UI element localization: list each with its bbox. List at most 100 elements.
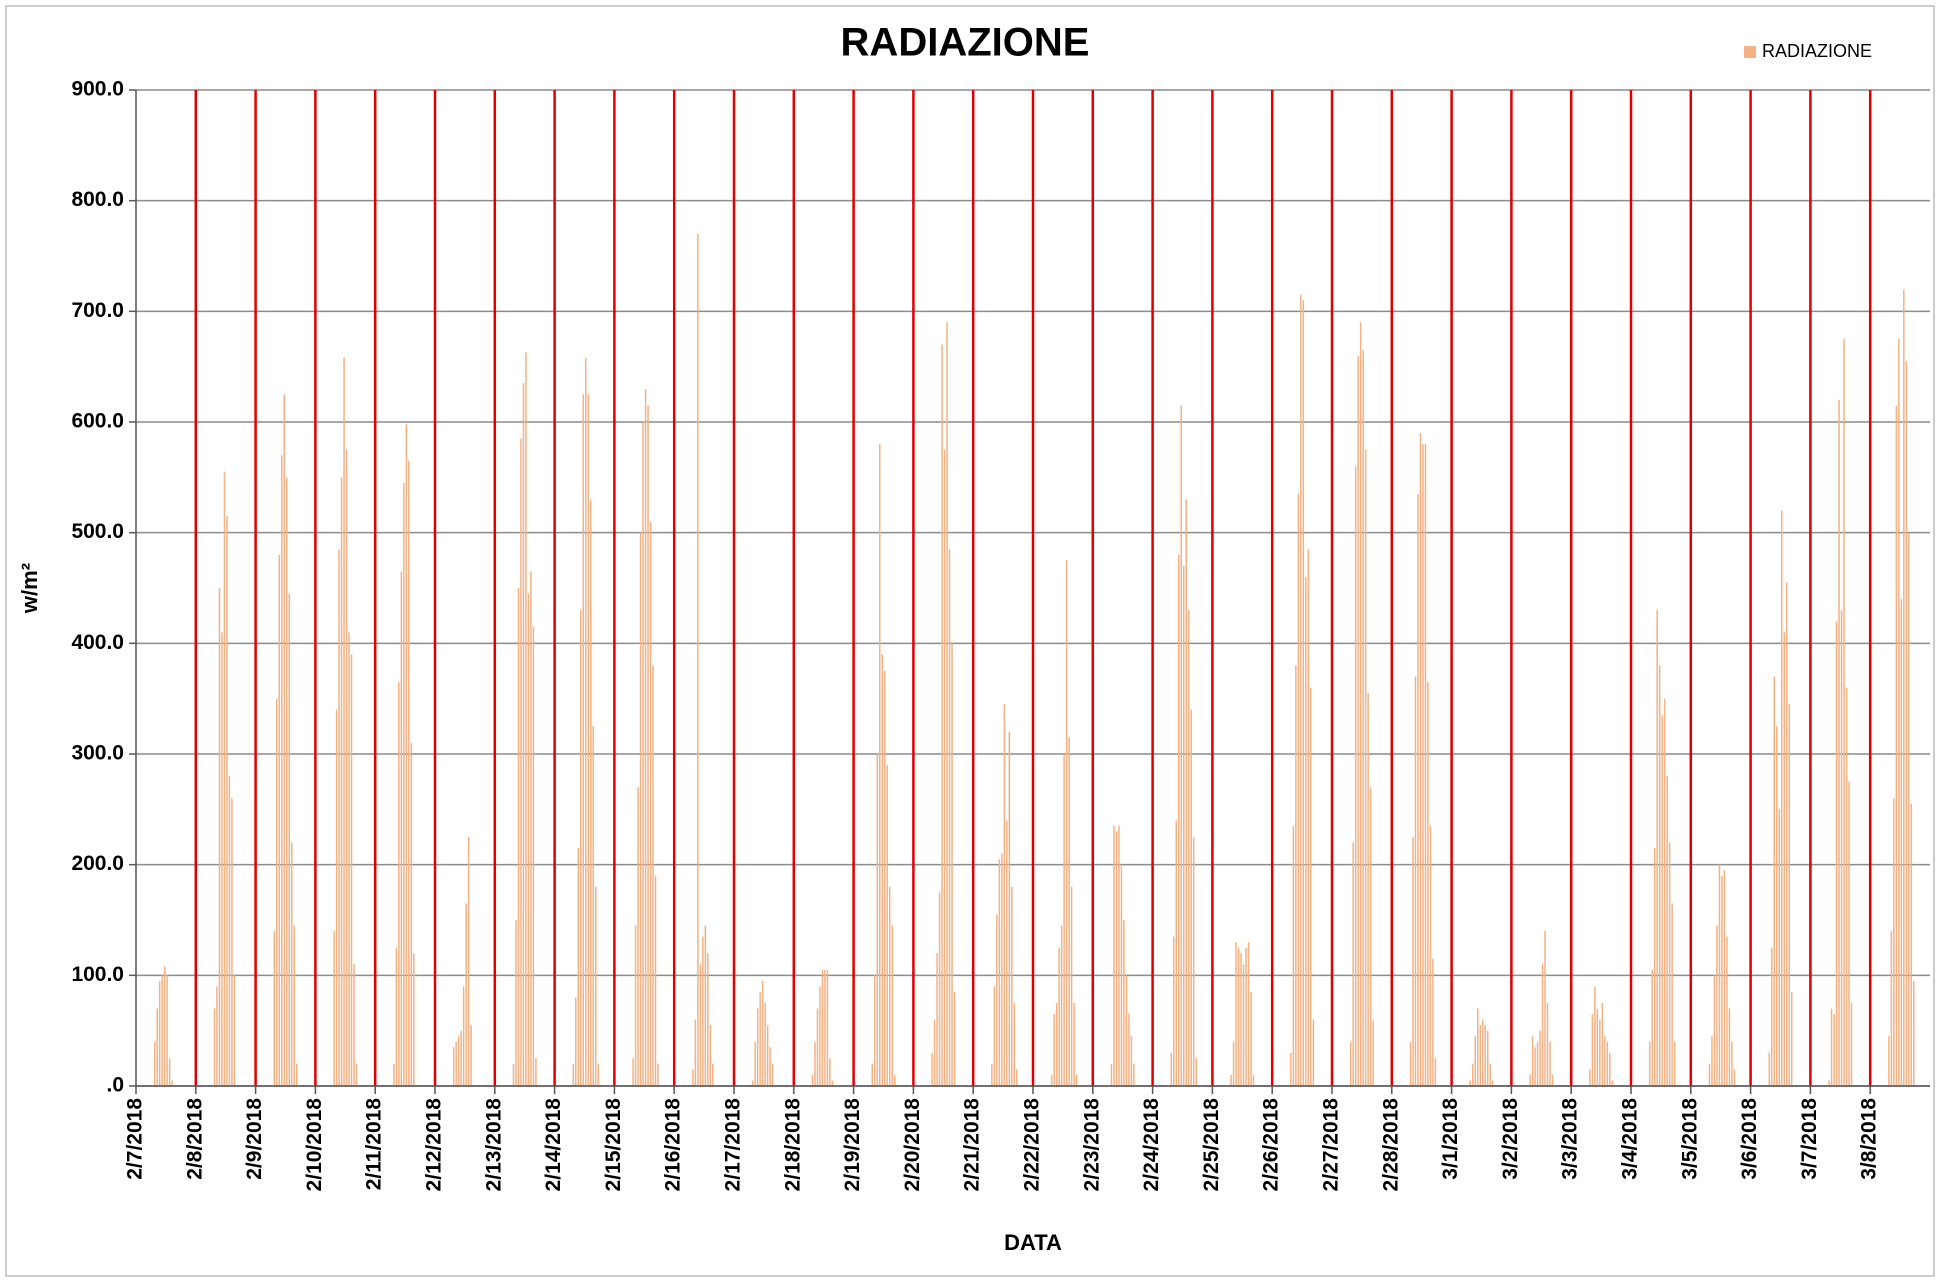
bar xyxy=(580,610,582,1086)
bar xyxy=(1848,781,1850,1086)
bar xyxy=(933,1019,936,1086)
bar xyxy=(345,449,348,1087)
y-tick-label: 400.0 xyxy=(71,631,124,654)
bar xyxy=(1658,665,1661,1086)
x-tick-label: 3/2/2018 xyxy=(1499,1098,1522,1180)
bar xyxy=(1432,958,1434,1086)
bar xyxy=(1050,1074,1053,1086)
bar xyxy=(1778,809,1781,1086)
bar xyxy=(1908,532,1910,1086)
bar xyxy=(1773,676,1776,1086)
bar xyxy=(1290,1052,1292,1086)
bar xyxy=(1178,554,1180,1086)
bar xyxy=(213,1008,216,1086)
y-axis-label: w/m² xyxy=(17,563,42,614)
chart-frame xyxy=(5,5,1935,1277)
bar xyxy=(1840,610,1843,1086)
bar xyxy=(522,383,525,1086)
bar xyxy=(1472,1063,1474,1086)
bar xyxy=(816,1008,819,1086)
bar xyxy=(1609,1052,1611,1086)
bar xyxy=(1175,820,1178,1086)
x-tick-label: 3/1/2018 xyxy=(1439,1098,1462,1180)
bar xyxy=(1242,964,1245,1086)
bar xyxy=(694,1019,697,1086)
x-tick-label: 3/7/2018 xyxy=(1798,1098,1821,1180)
bar xyxy=(697,233,699,1086)
bar xyxy=(233,975,236,1086)
bar xyxy=(652,665,654,1086)
bar xyxy=(712,1063,714,1086)
bar xyxy=(632,1058,634,1086)
bar xyxy=(1006,820,1008,1086)
bar xyxy=(946,322,948,1086)
bar xyxy=(273,931,276,1086)
bar xyxy=(634,925,637,1086)
bar xyxy=(1529,1074,1531,1086)
bar xyxy=(649,521,652,1086)
bar xyxy=(1237,947,1240,1086)
bar xyxy=(766,1025,769,1086)
y-tick-label: 600.0 xyxy=(71,410,124,433)
bar xyxy=(226,516,228,1086)
bar xyxy=(403,482,405,1086)
y-tick-label: .0 xyxy=(106,1074,124,1097)
bar xyxy=(338,549,340,1086)
bar xyxy=(1713,975,1716,1086)
x-tick-label: 2/8/2018 xyxy=(183,1098,206,1180)
bar xyxy=(1182,565,1185,1086)
bar xyxy=(1900,599,1903,1086)
bar xyxy=(1362,350,1364,1087)
x-tick-label: 2/27/2018 xyxy=(1320,1098,1343,1192)
bar xyxy=(951,643,953,1086)
bar xyxy=(819,986,821,1086)
bar xyxy=(871,1063,874,1086)
x-tick-label: 2/24/2018 xyxy=(1140,1098,1163,1192)
bar xyxy=(1491,1080,1494,1086)
bar xyxy=(644,388,647,1086)
bar xyxy=(821,969,824,1086)
bar xyxy=(1910,803,1913,1086)
bar xyxy=(1409,1041,1412,1086)
x-tick-label: 3/8/2018 xyxy=(1858,1098,1881,1180)
bar xyxy=(530,571,532,1086)
bar xyxy=(1110,1063,1113,1086)
bar xyxy=(1731,1041,1733,1086)
y-tick-label: 700.0 xyxy=(71,299,124,322)
bar xyxy=(1601,1003,1604,1086)
bar xyxy=(1780,510,1783,1086)
bar xyxy=(769,1047,771,1086)
bar xyxy=(1170,1052,1173,1086)
bar xyxy=(1668,842,1671,1086)
bar xyxy=(223,471,226,1086)
bar xyxy=(597,1063,599,1086)
bar xyxy=(1673,1041,1676,1086)
bar xyxy=(221,632,223,1086)
y-tick-label: 800.0 xyxy=(71,188,124,211)
bar xyxy=(1718,864,1721,1086)
bar xyxy=(824,969,826,1086)
bar xyxy=(340,477,343,1086)
bar xyxy=(1250,991,1252,1086)
bar xyxy=(1230,1074,1232,1086)
bar xyxy=(1295,665,1297,1086)
bar xyxy=(657,1063,659,1086)
x-tick-label: 2/16/2018 xyxy=(662,1098,685,1192)
x-tick-label: 2/26/2018 xyxy=(1260,1098,1283,1192)
bar xyxy=(281,455,283,1086)
bar xyxy=(283,394,286,1086)
bar xyxy=(1788,704,1790,1086)
bar xyxy=(1053,1014,1055,1086)
bar xyxy=(883,671,886,1086)
bar xyxy=(814,1041,816,1086)
x-tick-label: 2/10/2018 xyxy=(303,1098,326,1192)
bar xyxy=(1245,947,1247,1086)
bar xyxy=(699,964,702,1086)
bar xyxy=(1075,1074,1078,1086)
bar xyxy=(759,991,761,1086)
bar xyxy=(457,1036,460,1086)
x-tick-label: 2/23/2018 xyxy=(1080,1098,1103,1192)
bar xyxy=(1008,731,1011,1086)
bar xyxy=(1549,1041,1551,1086)
y-tick-label: 200.0 xyxy=(71,852,124,875)
